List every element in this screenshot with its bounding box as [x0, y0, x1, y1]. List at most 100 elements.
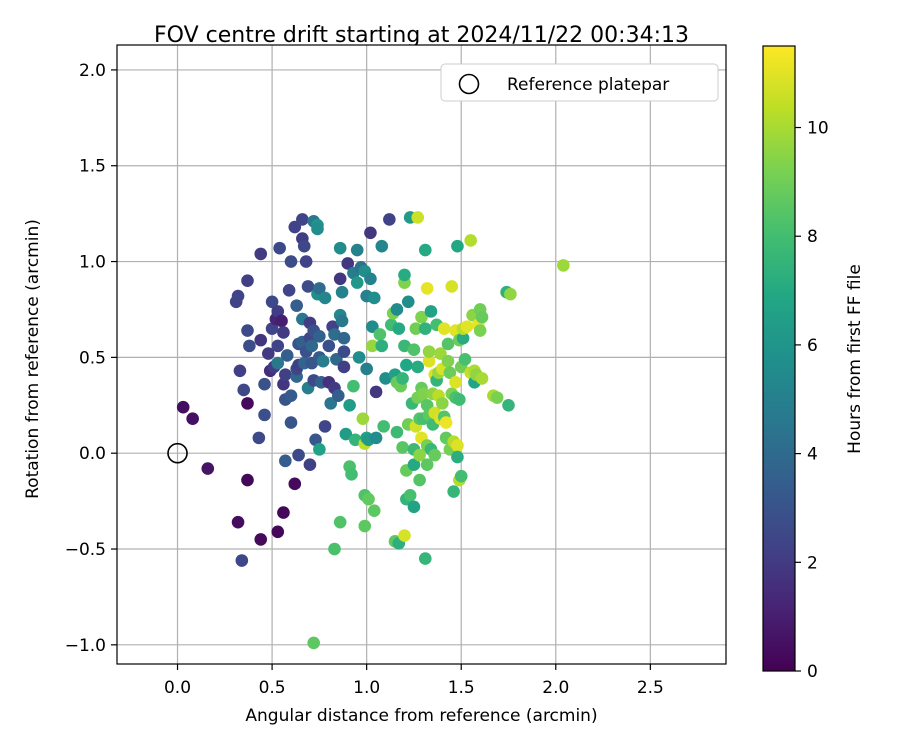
- scatter-point: [411, 211, 425, 224]
- scatter-point: [277, 506, 290, 519]
- scatter-point: [396, 441, 409, 454]
- scatter-point: [369, 431, 383, 445]
- scatter-point: [324, 397, 338, 410]
- scatter-point: [313, 282, 326, 295]
- scatter-point: [439, 416, 453, 429]
- scatter-point: [313, 329, 326, 343]
- scatter-point: [366, 320, 379, 334]
- scatter-point: [422, 354, 436, 368]
- scatter-point: [322, 339, 336, 353]
- scatter-point: [418, 322, 432, 335]
- scatter-point: [254, 533, 268, 546]
- scatter-point: [349, 433, 362, 447]
- scatter-point: [307, 636, 320, 650]
- scatter-point: [333, 515, 347, 529]
- scatter-point: [413, 448, 426, 462]
- scatter-point: [271, 339, 285, 353]
- scatter-point: [241, 397, 254, 410]
- reference-platepar-marker: [167, 442, 188, 464]
- scatter-point: [328, 542, 341, 556]
- scatter-point: [337, 360, 351, 374]
- scatter-point: [176, 400, 190, 414]
- scatter-point: [335, 314, 349, 328]
- scatter-point: [333, 272, 347, 286]
- y-axis-label: Rotation from reference (arcmin): [23, 219, 43, 499]
- scatter-point: [453, 393, 466, 406]
- scatter-point: [350, 276, 364, 289]
- scatter-point: [366, 339, 379, 353]
- x-tick-label: 0.0: [164, 678, 191, 698]
- scatter-point: [445, 280, 459, 293]
- scatter-point: [297, 239, 311, 253]
- scatter-point: [428, 448, 442, 462]
- scatter-point: [335, 285, 349, 299]
- scatter-point: [392, 322, 406, 335]
- scatter-point: [241, 473, 254, 487]
- x-tick-label: 1.5: [448, 678, 475, 698]
- scatter-point: [375, 339, 389, 353]
- scatter-point: [318, 420, 332, 433]
- scatter-point: [231, 289, 245, 303]
- scatter-point: [241, 274, 254, 288]
- scatter-point: [475, 310, 489, 324]
- scatter-point: [333, 241, 347, 255]
- scatter-point: [271, 305, 285, 318]
- scatter-point: [282, 284, 296, 297]
- chart-title: FOV centre drift starting at 2024/11/22 …: [154, 23, 689, 48]
- y-tick-label: 1.0: [79, 253, 106, 273]
- scatter-point: [434, 347, 447, 360]
- y-tick-label: 0.0: [79, 444, 106, 464]
- scatter-point: [328, 328, 341, 341]
- scatter-point: [475, 372, 489, 385]
- scatter-point: [262, 347, 275, 360]
- scatter-point: [279, 368, 292, 381]
- scatter-point: [451, 239, 464, 253]
- scatter-point: [451, 439, 464, 452]
- scatter-point: [305, 339, 319, 353]
- scatter-point: [277, 326, 290, 339]
- scatter-point: [407, 500, 421, 514]
- scatter-point: [284, 416, 298, 429]
- scatter-point: [418, 552, 432, 565]
- scatter-point: [343, 398, 356, 412]
- scatter-point: [377, 420, 390, 433]
- x-axis-label: Angular distance from reference (arcmin): [245, 706, 597, 726]
- x-axis-ticks: 0.0 0.5 1.0 1.5 2.0 2.5: [164, 664, 664, 698]
- scatter-point: [504, 287, 517, 301]
- scatter-point: [364, 226, 377, 240]
- plot-area: [117, 45, 726, 664]
- scatter-point: [352, 351, 366, 364]
- scatter-point: [418, 243, 432, 257]
- scatter-point: [364, 272, 377, 286]
- scatter-point: [265, 322, 279, 335]
- scatter-point: [303, 458, 317, 471]
- scatter-point: [403, 489, 417, 502]
- scatter-point: [454, 469, 468, 483]
- y-axis-ticks: −1.0 −0.5 0.0 0.5 1.0 1.5 2.0: [65, 61, 117, 656]
- scatter-point: [443, 366, 457, 380]
- scatter-point: [254, 333, 268, 347]
- scatter-point: [201, 462, 215, 475]
- data-points: [176, 211, 570, 650]
- scatter-point: [367, 291, 381, 305]
- scatter-point: [436, 397, 449, 410]
- scatter-point: [296, 213, 309, 226]
- scatter-point: [464, 234, 477, 247]
- scatter-point: [409, 322, 423, 335]
- scatter-point: [420, 398, 434, 412]
- scatter-point: [379, 372, 392, 385]
- scatter-point: [309, 433, 322, 447]
- scatter-point: [271, 525, 285, 539]
- scatter-point: [422, 345, 436, 358]
- scatter-point: [362, 492, 375, 506]
- scatter-point: [311, 222, 324, 236]
- colorbar-tick-label: 0: [807, 662, 818, 682]
- scatter-point: [186, 412, 199, 425]
- scatter-point: [413, 473, 426, 487]
- scatter-point: [284, 389, 298, 403]
- scatter-point: [411, 360, 425, 374]
- scatter-point: [301, 280, 315, 293]
- colorbar-tick-label: 8: [807, 227, 818, 247]
- colorbar-ticks: 0 2 4 6 8 10: [795, 119, 829, 682]
